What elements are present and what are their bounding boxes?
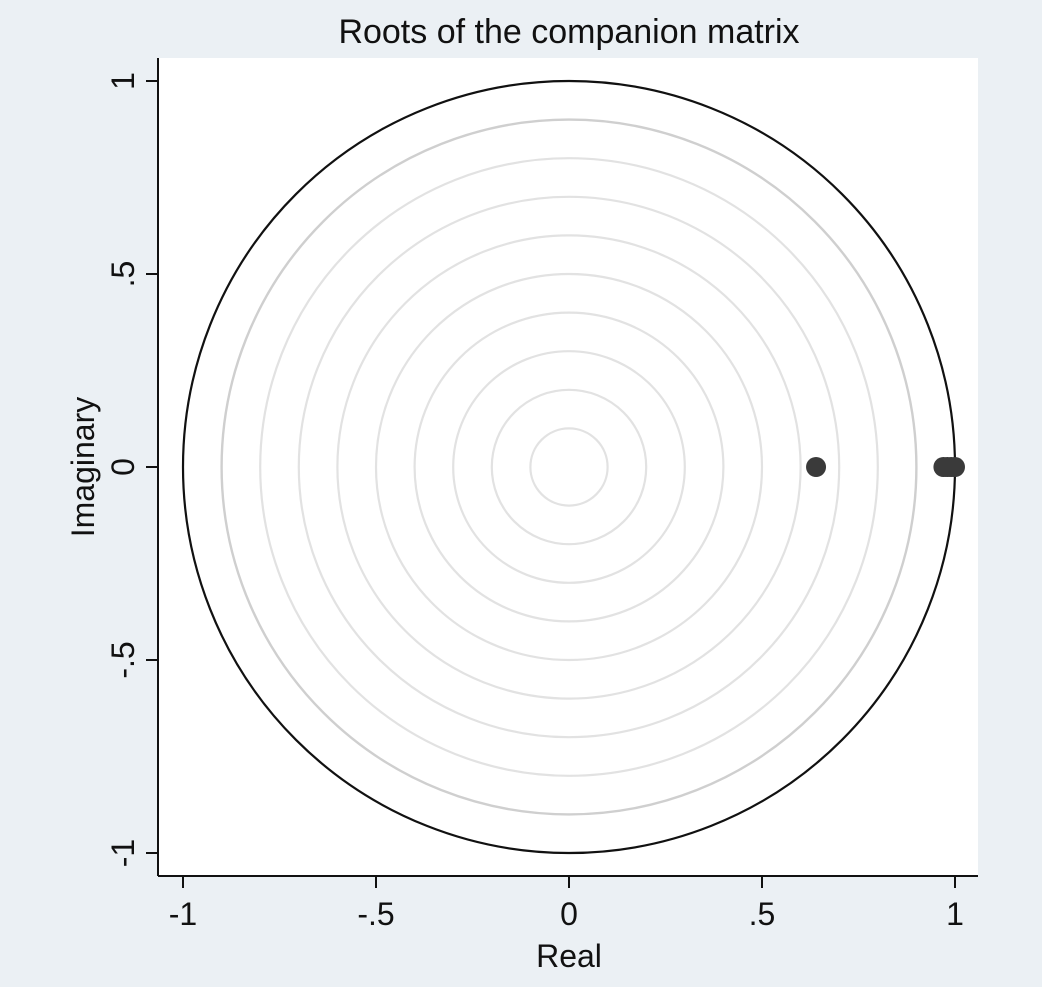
y-tick-label: -1 (105, 839, 141, 867)
y-tick-label: -.5 (105, 641, 141, 678)
guide-circles (220, 118, 918, 816)
guide-circle (220, 118, 918, 816)
x-tick-label: -1 (169, 896, 197, 932)
y-axis: 1 .5 0 -.5 -1 (105, 58, 159, 876)
y-axis-label: Imaginary (65, 397, 101, 538)
guide-circle (413, 311, 725, 623)
guide-circle (490, 388, 648, 546)
root-points (806, 457, 965, 477)
plot-region (158, 58, 978, 876)
root-point (945, 457, 965, 477)
guide-circle (297, 195, 841, 739)
chart-title: Roots of the companion matrix (338, 13, 799, 51)
x-tick-label: -.5 (357, 896, 394, 932)
y-tick-label: .5 (105, 261, 141, 288)
guide-circle (529, 427, 609, 507)
guide-circle (259, 157, 879, 777)
guide-circle (336, 234, 802, 700)
guide-circle (452, 350, 686, 584)
y-tick-label: 0 (105, 458, 141, 476)
x-tick-label: 0 (560, 896, 578, 932)
x-axis: -1 -.5 0 .5 1 (158, 875, 978, 932)
y-tick-label: 1 (105, 72, 141, 90)
x-tick-label: 1 (946, 896, 964, 932)
x-axis-label: Real (536, 938, 602, 974)
x-tick-label: .5 (749, 896, 776, 932)
guide-circle (374, 272, 764, 662)
root-point (806, 457, 827, 477)
